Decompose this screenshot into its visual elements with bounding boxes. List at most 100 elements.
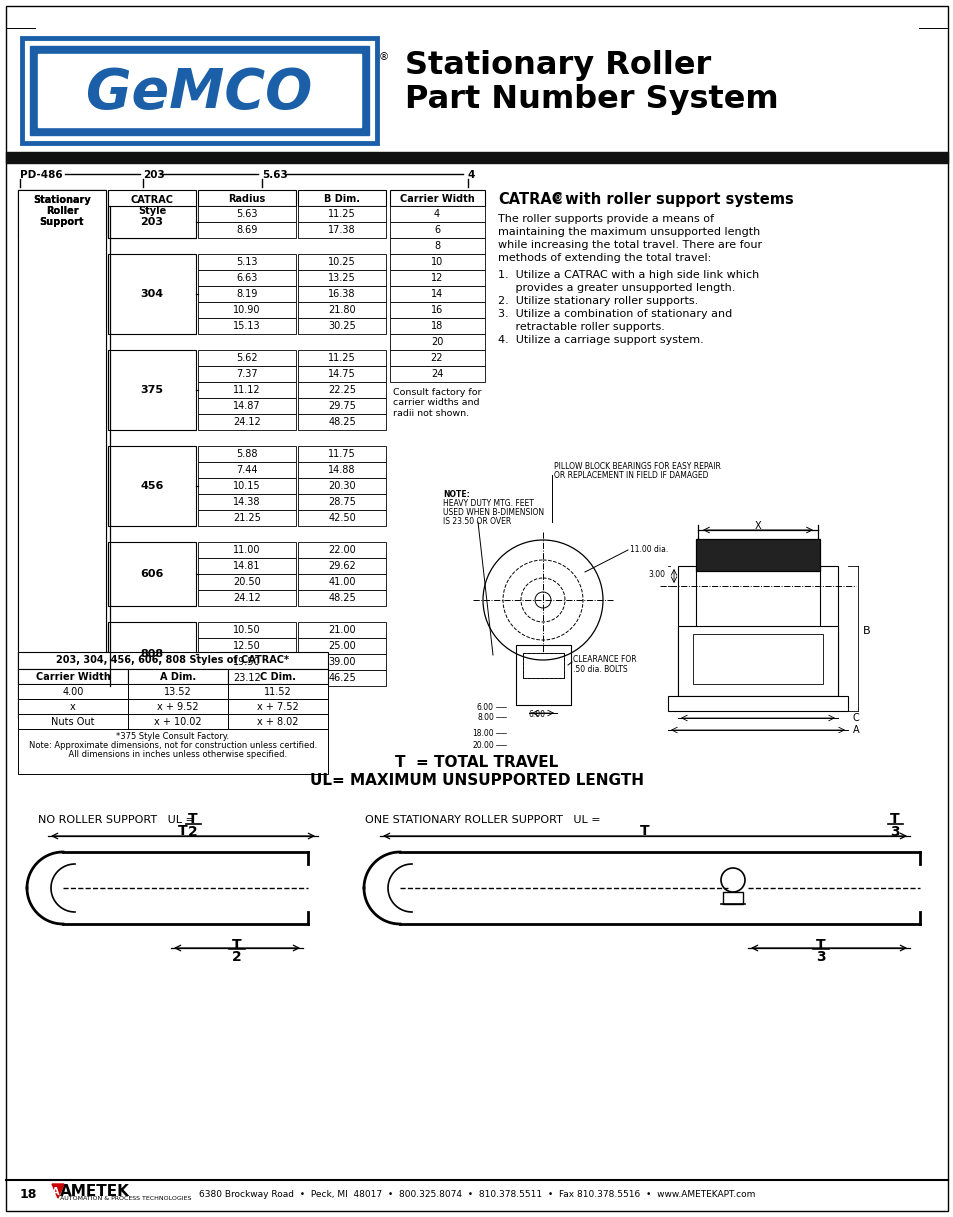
Bar xyxy=(390,350,484,366)
Bar xyxy=(198,559,295,574)
Text: T: T xyxy=(188,812,197,826)
Text: x + 9.52: x + 9.52 xyxy=(157,702,198,712)
Bar xyxy=(228,684,328,699)
Bar xyxy=(297,414,386,430)
Bar xyxy=(297,286,386,302)
Text: 17.38: 17.38 xyxy=(328,225,355,235)
Bar xyxy=(128,684,228,699)
Text: ONE STATIONARY ROLLER SUPPORT   UL =: ONE STATIONARY ROLLER SUPPORT UL = xyxy=(365,815,600,825)
Text: 20.30: 20.30 xyxy=(328,481,355,490)
Bar xyxy=(198,494,295,510)
Text: 18.00: 18.00 xyxy=(472,729,494,738)
Text: T: T xyxy=(889,812,899,826)
Bar xyxy=(198,382,295,398)
Text: Stationary: Stationary xyxy=(33,195,91,204)
Bar xyxy=(198,638,295,654)
Bar xyxy=(108,622,195,686)
Text: X: X xyxy=(754,521,760,531)
Bar xyxy=(198,190,295,206)
Text: CATRAC: CATRAC xyxy=(497,192,562,207)
Bar xyxy=(108,542,195,606)
Bar xyxy=(198,622,295,638)
Bar xyxy=(297,510,386,526)
Text: 203, 304, 456, 606, 808 Styles of CATRAC*: 203, 304, 456, 606, 808 Styles of CATRAC… xyxy=(56,655,289,664)
Text: 13.52: 13.52 xyxy=(164,688,192,697)
Bar xyxy=(198,302,295,318)
Text: 22: 22 xyxy=(431,353,443,363)
Text: AUTOMATION & PROCESS TECHNOLOGIES: AUTOMATION & PROCESS TECHNOLOGIES xyxy=(60,1196,192,1201)
Bar xyxy=(297,494,386,510)
Bar xyxy=(198,510,295,526)
Text: while increasing the total travel. There are four: while increasing the total travel. There… xyxy=(497,240,761,249)
Bar xyxy=(18,190,106,718)
Text: 5.63: 5.63 xyxy=(236,209,257,219)
Bar xyxy=(390,239,484,254)
Bar xyxy=(198,414,295,430)
Bar xyxy=(297,350,386,366)
Text: 5.63: 5.63 xyxy=(262,170,288,180)
Text: x: x xyxy=(71,702,76,712)
Text: 29.75: 29.75 xyxy=(328,400,355,411)
Text: 203: 203 xyxy=(143,170,165,180)
Bar xyxy=(297,654,386,671)
Bar xyxy=(297,590,386,606)
Text: 606: 606 xyxy=(140,570,164,579)
Text: 12: 12 xyxy=(431,273,443,284)
Bar xyxy=(390,333,484,350)
Text: 2: 2 xyxy=(188,825,197,839)
Bar xyxy=(297,559,386,574)
Bar xyxy=(696,539,820,571)
Bar xyxy=(297,398,386,414)
Text: 8.19: 8.19 xyxy=(236,288,257,299)
Text: 11.00 dia.: 11.00 dia. xyxy=(629,545,667,554)
Bar xyxy=(108,206,195,239)
Text: Support: Support xyxy=(40,217,84,228)
Text: 5.13: 5.13 xyxy=(236,257,257,267)
Text: T: T xyxy=(816,938,825,952)
Bar xyxy=(198,445,295,462)
Bar xyxy=(18,652,328,669)
Bar xyxy=(297,671,386,686)
Text: 29.62: 29.62 xyxy=(328,561,355,571)
Bar xyxy=(18,684,128,699)
Text: B: B xyxy=(862,626,870,636)
Text: 6380 Brockway Road  •  Peck, MI  48017  •  800.325.8074  •  810.378.5511  •  Fax: 6380 Brockway Road • Peck, MI 48017 • 80… xyxy=(198,1190,755,1199)
Bar xyxy=(297,270,386,286)
Text: The roller supports provide a means of: The roller supports provide a means of xyxy=(497,214,713,224)
Text: 8.00: 8.00 xyxy=(476,712,494,722)
Bar xyxy=(108,350,195,430)
Text: 10.15: 10.15 xyxy=(233,481,260,490)
Text: methods of extending the total travel:: methods of extending the total travel: xyxy=(497,253,711,263)
Bar xyxy=(390,366,484,382)
Text: A Dim.: A Dim. xyxy=(160,672,196,682)
Text: 2.  Utilize stationary roller supports.: 2. Utilize stationary roller supports. xyxy=(497,296,698,305)
Text: 4.00: 4.00 xyxy=(62,688,84,697)
Text: IS 23.50 OR OVER: IS 23.50 OR OVER xyxy=(442,517,511,526)
Bar xyxy=(198,286,295,302)
Bar xyxy=(198,574,295,590)
Text: 21.25: 21.25 xyxy=(233,514,261,523)
Text: x + 8.02: x + 8.02 xyxy=(257,717,298,727)
Text: 30.25: 30.25 xyxy=(328,321,355,331)
Bar xyxy=(228,714,328,729)
Text: 15.13: 15.13 xyxy=(233,321,260,331)
Text: 11.25: 11.25 xyxy=(328,209,355,219)
Bar xyxy=(522,654,563,678)
Text: NO ROLLER SUPPORT   UL =: NO ROLLER SUPPORT UL = xyxy=(38,815,194,825)
Bar xyxy=(297,254,386,270)
Text: 4: 4 xyxy=(434,209,439,219)
Text: 22.25: 22.25 xyxy=(328,385,355,396)
Text: GeMCO: GeMCO xyxy=(86,66,312,120)
Text: HEAVY DUTY MTG. FEET: HEAVY DUTY MTG. FEET xyxy=(442,499,534,507)
Text: 6.63: 6.63 xyxy=(236,273,257,284)
Text: retractable roller supports.: retractable roller supports. xyxy=(497,323,664,332)
Bar xyxy=(297,445,386,462)
Text: 6: 6 xyxy=(434,225,439,235)
Text: 10.90: 10.90 xyxy=(233,305,260,315)
Bar xyxy=(18,729,328,774)
Bar xyxy=(692,634,822,684)
Text: Part Number System: Part Number System xyxy=(405,84,778,114)
Text: 11.00: 11.00 xyxy=(233,545,260,555)
Text: .50 dia. BOLTS: .50 dia. BOLTS xyxy=(573,664,627,674)
Text: 14.87: 14.87 xyxy=(233,400,260,411)
